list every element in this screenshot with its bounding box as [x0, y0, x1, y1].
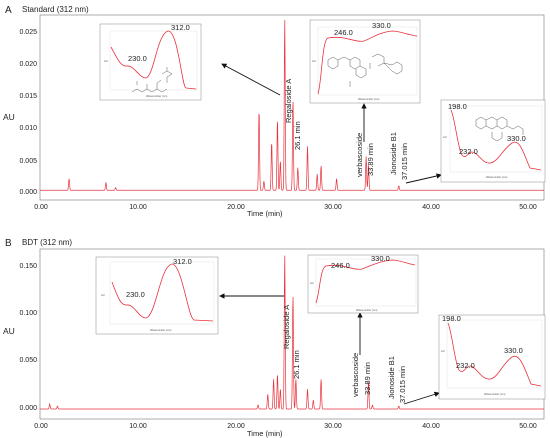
panel-b-inset-regaloside-a-spectrum [111, 263, 214, 322]
panel-a-ytick: 0.010 [19, 125, 37, 132]
panel-a-inset-regaloside-a-ylabel: AU [104, 59, 108, 63]
panel-a-inset-regaloside-a-spectrum [110, 30, 197, 90]
panel-b-xtick: 40.00 [422, 423, 440, 430]
panel-b-inset-jionoside-b1-max: 198.0 [442, 314, 461, 323]
panel-b-inset-verbascoside-xlabel: Wavenumber (nm) [356, 308, 378, 312]
panel-b-peak-time-verbascoside: 33.89 min [363, 362, 372, 395]
panel-a-ytick: 0.000 [19, 189, 37, 196]
panel-b-inset-jionoside-b1: 198.0 232.0 330.0 Wavenumber (nm) AU [438, 314, 546, 400]
panel-b-inset-regaloside-a-max: 230.0 [126, 290, 145, 299]
panel-b-arrow-jionoside-b1 [403, 391, 440, 405]
panel-b-inset-verbascoside-ylabel: AU [310, 281, 314, 285]
panel-b-inset-verbascoside-spectrum [315, 259, 416, 304]
panel-b-xtick: 0.00 [34, 423, 48, 430]
panel-b-peak-label-jionoside-b1: Jionoside B1 [387, 356, 396, 399]
panel-a-peak-label-verbascoside: verbascoside [355, 133, 364, 177]
panel-a-letter: A [5, 5, 12, 16]
panel-a-xticks: 0.00 10.00 20.00 30.00 40.00 50.00 [34, 204, 537, 211]
panel-b-ytick: 0.000 [19, 405, 37, 412]
panel-b-letter: B [5, 238, 12, 249]
panel-b-xtick: 50.00 [519, 423, 537, 430]
panel-a-inset-verbascoside-xlabel: Wavenumber (nm) [358, 97, 380, 101]
panel-a-inset-verbascoside-spectrum [317, 30, 418, 95]
panel-a-xtick: 10.00 [129, 204, 147, 211]
panel-a-xtick: 0.00 [34, 204, 48, 211]
panel-b-inset-jionoside-b1-ylabel: AU [441, 349, 445, 353]
panel-b-inset-verbascoside: 246.0 330.0 Wavenumber (nm) AU [307, 254, 419, 314]
panel-a-inset-jionoside-b1-max: 330.0 [507, 134, 526, 143]
panel-a-peak-time-verbascoside: 33.89 min [366, 143, 375, 176]
panel-b-ytick: 0.150 [19, 263, 37, 270]
panel-a-inset-jionoside-b1: 198.0 232.0 330.0 Wavenumber (nm) AU [440, 99, 546, 183]
panel-a: A Standard (312 nm) AU Time (min) 0.000 … [3, 5, 546, 218]
panel-a-ytick: 0.020 [19, 61, 37, 68]
panel-a-chromatogram-line [40, 20, 544, 191]
panel-b-title: BDT (312 nm) [22, 238, 72, 247]
panel-a-inset-verbascoside: 246.0 330.0 Wavenumber (nm) AU [309, 19, 421, 104]
panel-a-ytick: 0.005 [19, 158, 37, 165]
panel-a-xlabel: Time (min) [247, 209, 283, 218]
panel-a-yticks: 0.000 0.005 0.010 0.015 0.020 0.025 [19, 29, 37, 196]
panel-a-inset-regaloside-a-xlabel: Wavenumber (nm) [146, 94, 168, 98]
panel-a-peak-time-jionoside-b1: 37.015 min [400, 143, 409, 180]
panel-b-inset-jionoside-b1-max: 330.0 [504, 346, 523, 355]
panel-b-inset-jionoside-b1-max: 232.0 [456, 361, 475, 370]
panel-a-inset-jionoside-b1-spectrum [450, 109, 542, 171]
panel-a-inset-jionoside-b1-ylabel: AU [443, 135, 447, 139]
panel-a-peak-label-regaloside-a: Regaloside A [284, 79, 293, 123]
panel-b-inset-verbascoside-max: 246.0 [331, 261, 350, 270]
structure-drawing [131, 67, 173, 93]
panel-a-ylabel: AU [3, 112, 15, 122]
structure-drawing [475, 116, 524, 142]
panel-a-peak-label-jionoside-b1: Jionoside B1 [389, 132, 398, 175]
panel-b-xlabel: Time (min) [247, 429, 283, 438]
panel-a-arrow-regaloside-a [221, 63, 281, 96]
panel-b-xtick: 30.00 [324, 423, 342, 430]
panel-b-inset-jionoside-b1-spectrum [447, 322, 542, 387]
panel-a-inset-jionoside-b1-max: 232.0 [459, 147, 478, 156]
panel-a-inset-regaloside-a: 230.0 312.0 Wavenumber (nm) AU [99, 23, 202, 101]
panel-b-peak-time-regaloside-a: 26.1 min [292, 350, 301, 379]
panel-a-inset-jionoside-b1-xlabel: Wavenumber (nm) [486, 175, 508, 179]
panel-a-xtick: 40.00 [422, 204, 440, 211]
panel-a-arrow-jionoside-b1 [405, 173, 442, 184]
panel-b-xticks: 0.00 10.00 20.00 30.00 40.00 50.00 [34, 423, 537, 430]
panel-b-xtick: 10.00 [129, 423, 147, 430]
panel-b-inset-jionoside-b1-xlabel: Wavenumber (nm) [484, 392, 506, 396]
panel-b-peak-label-verbascoside: verbascoside [351, 353, 360, 397]
panel-a-ytick: 0.015 [19, 93, 37, 100]
panel-b-inset-regaloside-a-xlabel: Wavenumber (nm) [150, 328, 172, 332]
panel-b-inset-regaloside-a-max: 312.0 [173, 257, 192, 266]
panel-b-xtick: 20.00 [227, 423, 245, 430]
panel-b-peak-label-regaloside-a: Regaloside A [282, 305, 291, 349]
panel-b-yticks: 0.000 0.050 0.100 0.150 [19, 263, 37, 412]
structure-drawing [327, 53, 403, 87]
panel-b-ylabel: AU [3, 326, 15, 336]
panel-a-inset-verbascoside-max: 246.0 [334, 28, 353, 37]
panel-a-inset-regaloside-a-max: 230.0 [128, 54, 147, 63]
panel-a-xtick: 30.00 [324, 204, 342, 211]
panel-a-xtick: 50.00 [519, 204, 537, 211]
panel-a-inset-regaloside-a-max: 312.0 [171, 23, 190, 32]
panel-b-ytick: 0.050 [19, 357, 37, 364]
panel-a-inset-jionoside-b1-max: 198.0 [448, 102, 467, 111]
panel-b-inset-regaloside-a-ylabel: AU [101, 293, 105, 297]
panel-b: B BDT (312 nm) AU Time (min) 0.000 0.050… [3, 238, 546, 438]
panel-b-ytick: 0.100 [19, 310, 37, 317]
panel-b-inset-regaloside-a: 230.0 312.0 Wavenumber (nm) AU [95, 256, 219, 335]
panel-a-inset-verbascoside-ylabel: AU [312, 59, 316, 63]
panel-a-ytick: 0.025 [19, 29, 37, 36]
panel-b-inset-verbascoside-max: 330.0 [371, 254, 390, 263]
panel-a-inset-verbascoside-max: 330.0 [372, 21, 391, 30]
panel-a-peak-time-regaloside-a: 26.1 min [293, 121, 302, 150]
panel-a-xtick: 20.00 [227, 204, 245, 211]
panel-a-title: Standard (312 nm) [22, 5, 89, 14]
panel-b-chromatogram-line [40, 255, 544, 410]
panel-b-peak-time-jionoside-b1: 37.015 min [398, 366, 407, 403]
